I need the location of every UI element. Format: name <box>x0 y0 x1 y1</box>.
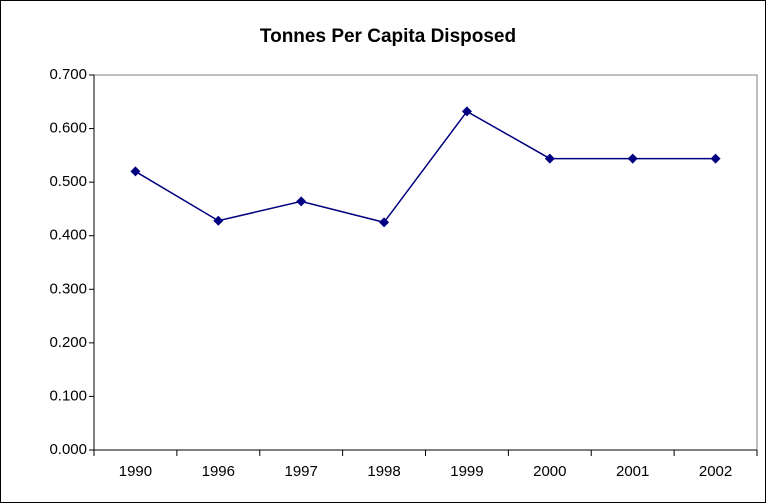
x-tick-label: 1990 <box>119 463 152 480</box>
x-tick-label: 2002 <box>699 463 732 480</box>
x-tick-label: 1996 <box>202 463 235 480</box>
y-tick-label: 0.500 <box>49 173 87 190</box>
marker <box>379 217 390 228</box>
y-tick-label: 0.000 <box>49 441 87 458</box>
x-tick-label: 2001 <box>616 463 649 480</box>
x-tick-label: 1998 <box>367 463 400 480</box>
marker <box>130 166 141 177</box>
y-tick-label: 0.300 <box>49 280 87 297</box>
marker <box>710 153 721 164</box>
y-tick-label: 0.100 <box>49 387 87 404</box>
line <box>135 110 716 224</box>
marker <box>461 106 472 117</box>
x-tick-label: 2000 <box>533 463 566 480</box>
y-tick-label: 0.400 <box>49 227 87 244</box>
marker <box>627 153 638 164</box>
y-tick-label: 0.700 <box>49 66 87 83</box>
x-tick-label: 1997 <box>285 463 318 480</box>
x-tick-label: 1999 <box>450 463 483 480</box>
plot-area <box>93 74 758 451</box>
marker <box>213 215 224 226</box>
y-tick-label: 0.200 <box>49 334 87 351</box>
marker <box>544 153 555 164</box>
chart-title: Tonnes Per Capita Disposed <box>260 26 516 47</box>
y-tick-label: 0.600 <box>49 120 87 137</box>
marker <box>296 196 307 207</box>
